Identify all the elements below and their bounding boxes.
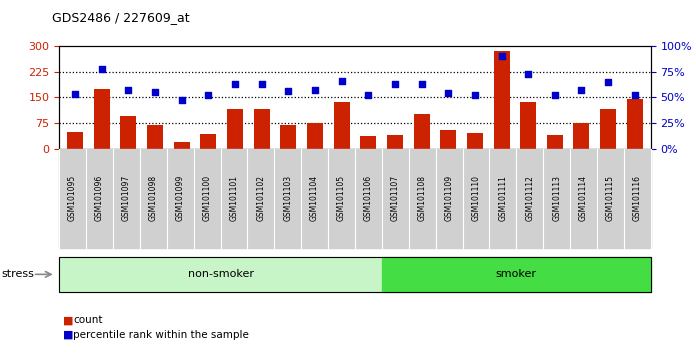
Point <box>603 79 614 85</box>
Point <box>469 92 480 98</box>
Text: GSM101110: GSM101110 <box>471 175 480 221</box>
Point <box>523 71 534 76</box>
Bar <box>94 89 110 149</box>
Text: count: count <box>73 315 102 325</box>
Bar <box>520 103 536 149</box>
Point <box>176 98 187 103</box>
Bar <box>120 116 136 149</box>
Point <box>203 92 214 98</box>
Text: GSM101113: GSM101113 <box>552 175 561 221</box>
Bar <box>147 125 163 149</box>
Text: GSM101104: GSM101104 <box>310 175 319 221</box>
Point <box>363 92 374 98</box>
Bar <box>200 134 216 149</box>
Text: stress: stress <box>1 269 34 279</box>
Text: GSM101097: GSM101097 <box>122 175 131 221</box>
Bar <box>387 135 403 149</box>
Text: GSM101115: GSM101115 <box>606 175 615 221</box>
Bar <box>547 135 563 149</box>
Text: percentile rank within the sample: percentile rank within the sample <box>73 330 249 339</box>
Text: ■: ■ <box>63 315 73 325</box>
Bar <box>174 142 190 149</box>
Point <box>549 92 560 98</box>
Bar <box>627 99 643 149</box>
Text: GSM101103: GSM101103 <box>283 175 292 221</box>
Bar <box>227 109 243 149</box>
Text: GDS2486 / 227609_at: GDS2486 / 227609_at <box>52 11 190 24</box>
Point <box>96 66 107 72</box>
Point <box>576 87 587 93</box>
Text: GSM101109: GSM101109 <box>445 175 454 221</box>
Point <box>389 81 400 87</box>
Bar <box>307 123 323 149</box>
Bar <box>361 136 377 149</box>
Point <box>123 87 134 93</box>
Bar <box>574 123 590 149</box>
Text: GSM101101: GSM101101 <box>230 175 239 221</box>
Text: GSM101106: GSM101106 <box>364 175 373 221</box>
Point <box>150 89 161 95</box>
Bar <box>600 109 616 149</box>
Point <box>443 90 454 96</box>
Text: GSM101108: GSM101108 <box>418 175 427 221</box>
Bar <box>67 132 83 149</box>
Text: GSM101107: GSM101107 <box>390 175 400 221</box>
Text: GSM101111: GSM101111 <box>498 175 507 221</box>
Text: GSM101100: GSM101100 <box>203 175 212 221</box>
Point <box>629 92 640 98</box>
Text: ■: ■ <box>63 330 73 339</box>
Text: GSM101105: GSM101105 <box>337 175 346 221</box>
Bar <box>493 51 509 149</box>
Point <box>336 78 347 84</box>
Bar <box>467 133 483 149</box>
Text: GSM101112: GSM101112 <box>525 175 535 221</box>
Text: GSM101099: GSM101099 <box>175 175 184 221</box>
Bar <box>254 109 269 149</box>
Point <box>256 81 267 87</box>
Text: GSM101095: GSM101095 <box>68 175 77 221</box>
Text: GSM101098: GSM101098 <box>149 175 158 221</box>
Bar <box>441 130 456 149</box>
Point <box>310 87 321 93</box>
Text: GSM101114: GSM101114 <box>579 175 588 221</box>
Text: GSM101102: GSM101102 <box>256 175 265 221</box>
Bar <box>413 114 429 149</box>
Bar <box>333 103 349 149</box>
Point <box>416 81 427 87</box>
Point <box>70 91 81 97</box>
Text: smoker: smoker <box>496 269 537 279</box>
Point <box>230 81 241 87</box>
Text: non-smoker: non-smoker <box>187 269 253 279</box>
Bar <box>280 125 296 149</box>
Point <box>283 88 294 94</box>
Point <box>496 53 507 59</box>
Text: GSM101116: GSM101116 <box>633 175 642 221</box>
Text: GSM101096: GSM101096 <box>95 175 104 221</box>
